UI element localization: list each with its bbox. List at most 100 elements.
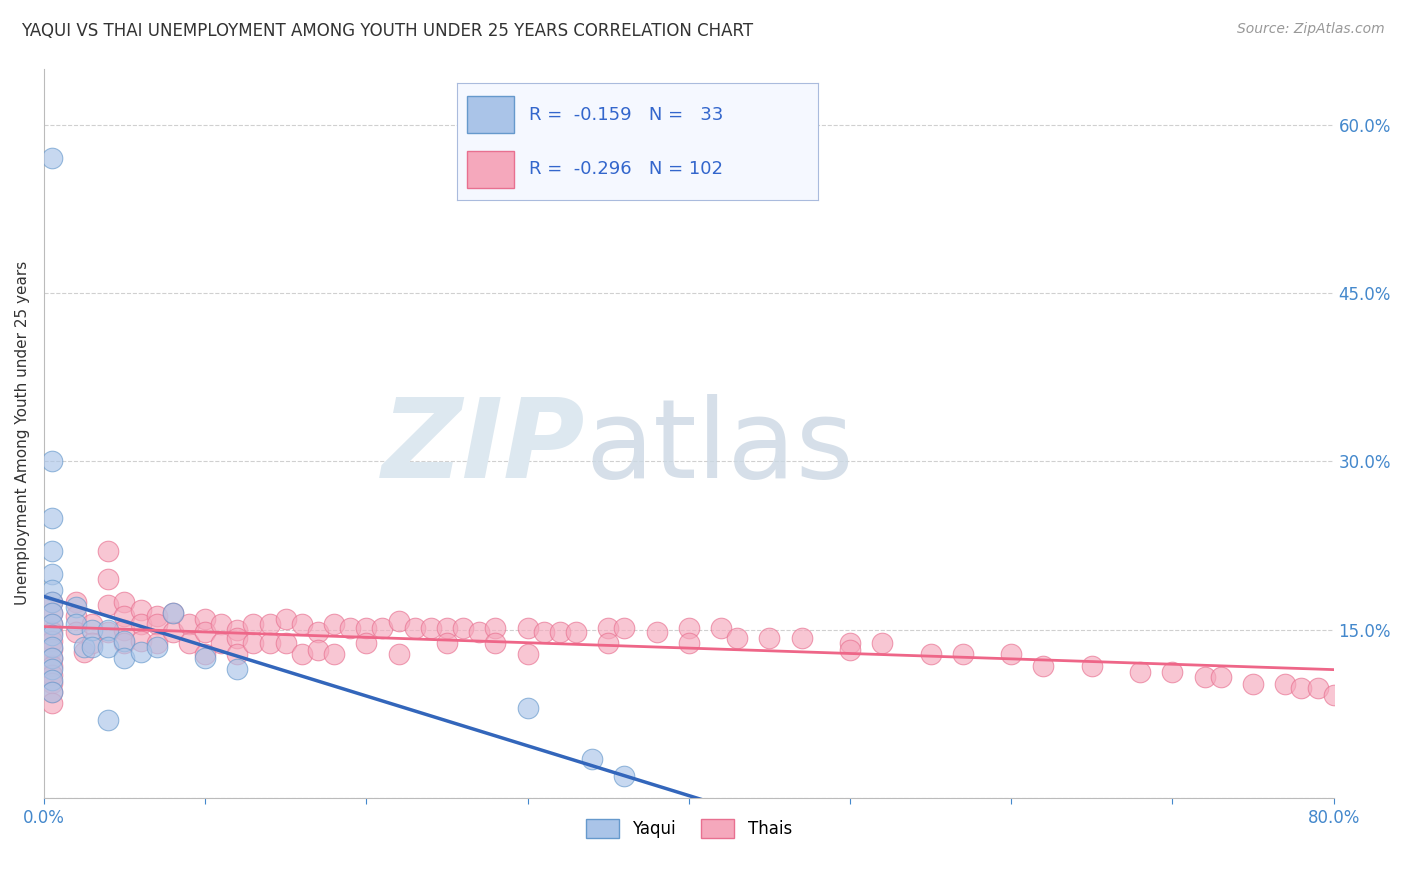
Point (419, 620, 441, 634)
Point (194, 650, 217, 665)
Point (339, 620, 361, 634)
Point (97, 623, 120, 637)
Point (41, 662, 63, 676)
Point (41, 595, 63, 609)
Text: ZIP: ZIP (382, 394, 585, 501)
Point (1194, 670, 1216, 684)
Point (97, 713, 120, 727)
Point (484, 620, 506, 634)
Point (97, 625, 120, 640)
Point (41, 544, 63, 558)
Point (839, 636, 862, 650)
Point (162, 625, 184, 640)
Point (129, 602, 152, 616)
Point (145, 636, 167, 650)
Point (387, 648, 409, 662)
Point (484, 636, 506, 650)
Point (114, 595, 136, 609)
Point (436, 620, 458, 634)
Point (710, 620, 733, 634)
Point (41, 684, 63, 698)
Text: YAQUI VS THAI UNEMPLOYMENT AMONG YOUTH UNDER 25 YEARS CORRELATION CHART: YAQUI VS THAI UNEMPLOYMENT AMONG YOUTH U… (21, 22, 754, 40)
Point (129, 645, 152, 659)
Point (41, 583, 63, 598)
Point (533, 625, 555, 640)
Point (291, 648, 314, 662)
Point (451, 620, 474, 634)
Point (41, 684, 63, 698)
Point (194, 648, 217, 662)
Point (307, 625, 329, 640)
Point (41, 454, 63, 468)
Point (65, 609, 87, 624)
Point (226, 631, 249, 645)
Point (565, 625, 588, 640)
Point (226, 623, 249, 637)
Point (209, 636, 232, 650)
Point (97, 598, 120, 612)
Point (436, 636, 458, 650)
Point (41, 510, 63, 524)
Point (598, 636, 620, 650)
Point (1161, 665, 1184, 680)
Point (97, 640, 120, 654)
Point (1274, 676, 1296, 690)
Point (145, 609, 167, 624)
Point (65, 617, 87, 632)
Point (73, 645, 96, 659)
Point (194, 611, 217, 625)
Point (114, 609, 136, 624)
Point (645, 625, 668, 640)
Point (82, 623, 104, 637)
Point (790, 631, 813, 645)
Point (678, 620, 700, 634)
Point (194, 625, 217, 640)
Point (1291, 681, 1313, 695)
Point (41, 650, 63, 665)
Text: atlas: atlas (585, 394, 853, 501)
Point (1129, 665, 1152, 680)
Point (725, 631, 748, 645)
Point (82, 617, 104, 632)
Point (129, 634, 152, 648)
Point (41, 566, 63, 581)
Point (404, 620, 426, 634)
Point (209, 617, 232, 632)
Point (1081, 658, 1104, 673)
Point (581, 752, 603, 766)
Point (73, 640, 96, 654)
Y-axis label: Unemployment Among Youth under 25 years: Unemployment Among Youth under 25 years (15, 261, 30, 606)
Point (226, 662, 249, 676)
Point (177, 617, 200, 632)
Point (41, 606, 63, 620)
Point (1032, 658, 1054, 673)
Point (468, 625, 491, 640)
Point (259, 636, 281, 650)
Point (41, 617, 63, 632)
Point (97, 544, 120, 558)
Point (548, 625, 571, 640)
Point (145, 640, 167, 654)
Point (162, 606, 184, 620)
Point (274, 611, 297, 625)
Point (41, 641, 63, 656)
Point (870, 636, 893, 650)
Text: Source: ZipAtlas.com: Source: ZipAtlas.com (1237, 22, 1385, 37)
Point (274, 636, 297, 650)
Point (41, 606, 63, 620)
Point (114, 634, 136, 648)
Point (41, 658, 63, 673)
Point (82, 640, 104, 654)
Point (41, 595, 63, 609)
Point (65, 595, 87, 609)
Point (1306, 681, 1329, 695)
Point (516, 701, 538, 715)
Point (839, 643, 862, 657)
Legend: Yaqui, Thais: Yaqui, Thais (579, 812, 799, 845)
Point (41, 675, 63, 690)
Point (920, 648, 942, 662)
Point (307, 643, 329, 657)
Point (356, 620, 378, 634)
Point (613, 769, 636, 783)
Point (291, 617, 314, 632)
